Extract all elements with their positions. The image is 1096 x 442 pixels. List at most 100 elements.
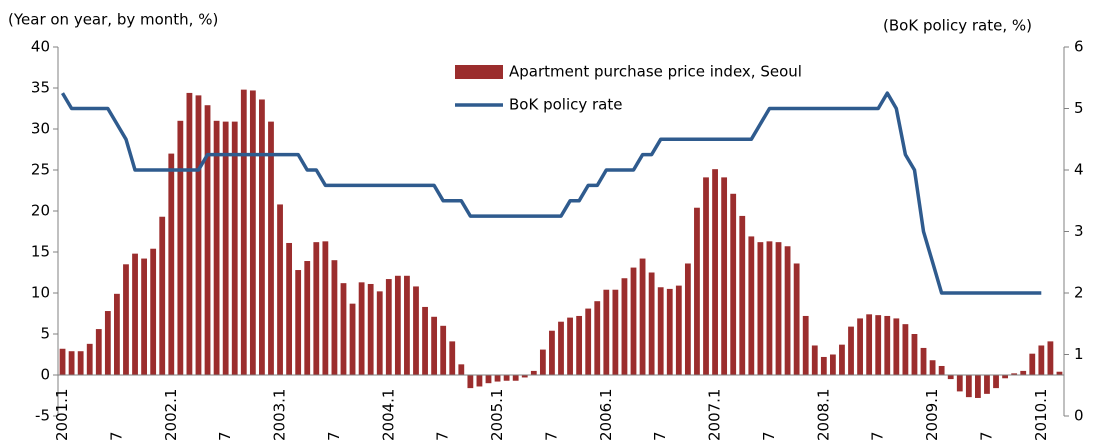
bar	[331, 260, 338, 375]
bar	[703, 177, 709, 375]
bar	[104, 311, 111, 375]
bar	[1056, 371, 1063, 375]
bar	[675, 285, 682, 375]
x-tick-label: 7	[542, 431, 560, 441]
y-tick-label: 25	[31, 161, 50, 179]
bar	[268, 121, 274, 376]
bar	[286, 242, 293, 375]
bar	[132, 253, 138, 375]
y-tick-label: 35	[31, 79, 50, 97]
bar	[313, 242, 320, 375]
bar	[367, 283, 374, 375]
bar	[775, 242, 782, 375]
y-tick-label: 10	[31, 284, 50, 302]
y2-tick-label: 5	[1074, 99, 1084, 117]
bar	[394, 275, 401, 375]
bar	[820, 356, 827, 375]
bar	[784, 246, 791, 375]
bar	[630, 267, 637, 375]
bar	[884, 315, 891, 375]
bar	[975, 375, 981, 398]
bar	[231, 121, 238, 376]
bar	[549, 330, 555, 375]
line	[60, 91, 1042, 295]
bar	[431, 316, 438, 375]
x-tick-label: 2009.1	[923, 389, 941, 442]
x-tick-label: 7	[216, 431, 234, 441]
bar	[340, 283, 347, 375]
x-tick-label: 2001.1	[53, 389, 71, 442]
bar	[449, 341, 456, 375]
y-tick-label: 20	[31, 202, 50, 220]
x-tick-label: 2005.1	[488, 388, 506, 441]
x-tick-label: 2006.1	[597, 389, 615, 442]
y2-tick-label: 3	[1074, 222, 1084, 240]
bar	[730, 193, 737, 375]
bar	[684, 263, 691, 375]
bar	[259, 99, 265, 375]
bar	[213, 120, 220, 375]
bar	[77, 351, 84, 375]
bar	[68, 351, 75, 375]
bar	[458, 364, 465, 375]
bar	[1038, 345, 1045, 375]
x-tick-label: 7	[869, 431, 887, 441]
bar	[521, 375, 528, 378]
bar	[512, 375, 519, 381]
bar	[222, 121, 229, 376]
bar	[766, 241, 773, 375]
x-tick-label: 7	[651, 431, 669, 441]
y-tick-label: 40	[31, 38, 50, 56]
bar	[929, 360, 936, 375]
y-tick-label: 15	[31, 243, 50, 261]
bar	[857, 318, 863, 375]
bar	[829, 354, 836, 375]
x-tick-label: 2004.1	[379, 389, 397, 442]
bar	[585, 308, 592, 375]
bar	[875, 315, 882, 375]
x-tick-label: 2007.1	[706, 389, 724, 442]
bar	[648, 272, 655, 375]
bar	[404, 275, 410, 375]
bar	[920, 347, 927, 375]
bar	[866, 314, 873, 375]
bar	[576, 315, 583, 375]
bar	[694, 207, 700, 375]
bar	[150, 248, 157, 375]
x-tick-label: 7	[760, 431, 778, 441]
bar	[603, 289, 610, 375]
bar	[793, 263, 800, 375]
y2-axis-title: (BoK policy rate, %)	[883, 17, 1032, 35]
bar	[376, 291, 383, 375]
bar	[956, 375, 963, 392]
bar	[413, 286, 419, 375]
bar	[1029, 353, 1036, 375]
bar	[947, 375, 954, 380]
bar	[993, 375, 999, 389]
bar	[811, 345, 818, 375]
bar	[240, 89, 247, 375]
x-tick-label: 7	[325, 431, 343, 441]
bar	[902, 324, 909, 375]
x-tick-label: 7	[977, 431, 995, 441]
bar	[893, 318, 900, 375]
bar	[177, 120, 184, 375]
y-tick-label: 0	[40, 366, 50, 384]
bar	[86, 343, 93, 375]
bar	[485, 375, 492, 384]
bar	[440, 325, 447, 375]
bar	[295, 270, 302, 375]
bar	[757, 242, 764, 375]
bar	[666, 288, 673, 375]
bar	[1011, 373, 1018, 375]
y2-tick-label: 6	[1074, 38, 1084, 56]
bar	[567, 317, 573, 375]
bar	[984, 375, 990, 394]
y2-tick-label: 4	[1074, 161, 1084, 179]
bar	[712, 169, 718, 375]
bar	[168, 153, 175, 375]
bar	[304, 261, 311, 375]
bar	[503, 375, 510, 381]
bar	[748, 236, 755, 375]
